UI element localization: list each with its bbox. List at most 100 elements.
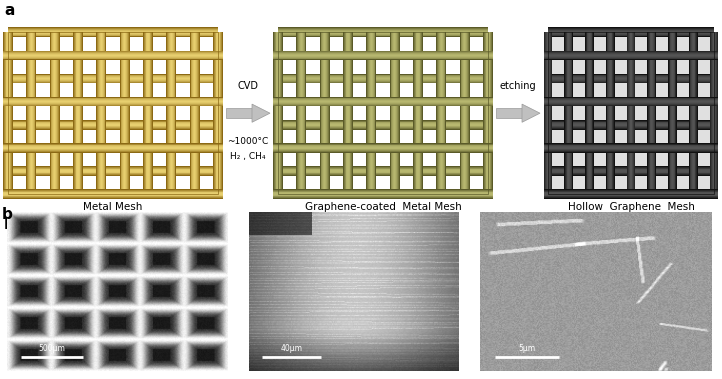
Bar xyxy=(391,32,392,194)
Bar xyxy=(483,149,493,150)
Bar xyxy=(343,54,353,55)
Bar xyxy=(213,53,223,54)
Bar xyxy=(33,32,34,194)
Bar xyxy=(213,101,223,102)
Bar xyxy=(390,146,399,147)
Bar xyxy=(73,53,83,54)
Bar xyxy=(689,103,697,104)
Bar xyxy=(273,196,283,197)
Bar xyxy=(627,144,635,145)
Bar xyxy=(585,97,594,98)
Bar xyxy=(320,99,329,100)
Bar xyxy=(50,151,60,152)
Bar xyxy=(390,144,399,145)
Bar xyxy=(213,143,223,144)
Bar xyxy=(565,145,573,146)
Bar xyxy=(80,32,82,194)
Bar xyxy=(653,32,654,194)
Bar xyxy=(100,32,101,194)
Bar xyxy=(50,99,60,100)
Bar xyxy=(668,101,677,102)
Bar xyxy=(278,194,488,195)
Bar xyxy=(27,145,36,146)
Bar xyxy=(50,58,60,59)
Bar xyxy=(460,143,469,144)
Bar xyxy=(73,54,83,55)
Bar xyxy=(716,32,717,194)
Bar xyxy=(50,149,60,150)
Bar xyxy=(413,198,423,199)
Bar xyxy=(325,32,326,194)
Bar xyxy=(460,193,469,194)
Bar xyxy=(668,103,677,104)
Bar xyxy=(413,189,423,190)
Bar xyxy=(278,31,488,32)
Bar xyxy=(273,102,283,103)
Bar xyxy=(669,32,670,194)
Bar xyxy=(436,52,446,53)
Bar xyxy=(120,194,129,195)
Bar xyxy=(648,194,656,195)
Bar xyxy=(710,143,718,144)
Bar xyxy=(27,57,36,58)
Bar xyxy=(50,194,60,195)
Bar xyxy=(398,32,399,194)
Bar xyxy=(668,193,677,194)
Bar xyxy=(8,122,218,123)
Bar xyxy=(27,54,36,55)
Bar xyxy=(50,57,60,58)
Bar xyxy=(273,32,274,194)
Bar xyxy=(668,97,677,98)
Bar xyxy=(297,196,306,197)
Bar xyxy=(190,196,199,197)
Bar xyxy=(320,102,329,103)
Bar xyxy=(710,191,718,192)
Bar xyxy=(8,105,218,106)
Bar xyxy=(213,99,223,100)
Bar xyxy=(190,97,199,98)
Bar xyxy=(483,50,493,52)
Bar xyxy=(167,151,176,152)
Bar xyxy=(548,101,714,102)
Bar xyxy=(548,99,714,100)
Bar xyxy=(548,125,714,126)
Bar xyxy=(486,32,487,194)
Bar xyxy=(548,78,714,79)
Bar xyxy=(143,196,153,197)
Bar xyxy=(320,192,329,193)
Bar xyxy=(717,32,718,194)
Bar xyxy=(273,55,283,56)
Bar xyxy=(174,32,175,194)
Bar xyxy=(278,32,279,194)
Bar xyxy=(627,97,635,98)
Bar xyxy=(27,143,36,144)
Bar xyxy=(421,32,422,194)
Bar xyxy=(343,148,353,149)
Bar xyxy=(390,105,399,106)
Bar xyxy=(548,128,714,129)
Bar xyxy=(97,148,106,149)
Bar xyxy=(8,79,218,80)
Bar xyxy=(367,50,376,52)
Bar xyxy=(343,197,353,198)
Bar xyxy=(544,146,552,147)
Bar xyxy=(548,166,714,167)
Bar xyxy=(51,32,52,194)
Bar xyxy=(548,120,714,121)
Bar xyxy=(278,192,488,193)
Bar xyxy=(50,32,51,194)
Bar xyxy=(689,55,697,56)
Bar xyxy=(27,198,36,199)
Bar xyxy=(99,32,100,194)
Bar xyxy=(167,149,176,150)
Bar xyxy=(565,97,573,98)
Bar xyxy=(413,147,423,148)
Bar xyxy=(3,97,13,98)
Bar xyxy=(143,145,153,146)
Bar xyxy=(689,189,697,190)
Bar xyxy=(221,32,222,194)
Bar xyxy=(9,32,10,194)
Bar xyxy=(73,32,74,194)
Bar xyxy=(343,149,353,150)
Bar xyxy=(97,100,106,101)
